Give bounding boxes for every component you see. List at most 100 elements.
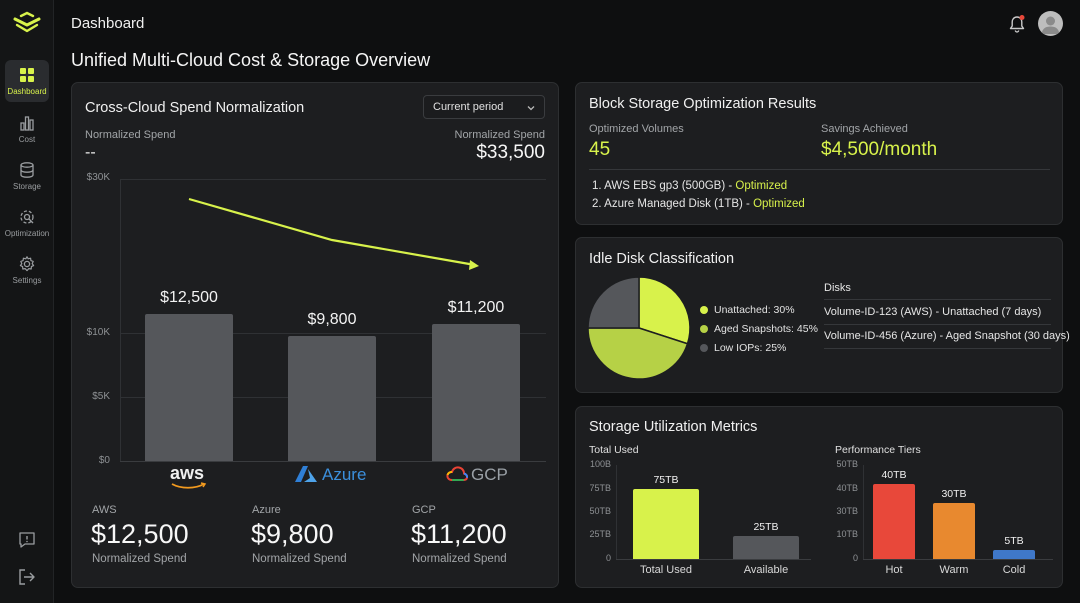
data-label: 5TB <box>1004 534 1024 547</box>
x-axis <box>863 559 1053 560</box>
avatar[interactable] <box>1038 11 1063 36</box>
azure-logo: Azure <box>294 465 366 485</box>
y-tick: 25TB <box>589 529 611 539</box>
data-label: 75TB <box>653 473 679 486</box>
optimized-volumes-label: Optimized Volumes <box>589 123 684 135</box>
y-tick: 0 <box>605 553 611 563</box>
gcp-cloud-icon <box>446 466 469 481</box>
storage-utilization-card: Storage Utilization Metrics Total Used 1… <box>575 406 1063 588</box>
sidebar-item-label: Storage <box>12 182 42 191</box>
spend-card: Cross-Cloud Spend Normalization Current … <box>71 82 559 588</box>
gcp-logo-text: GCP <box>471 465 508 484</box>
optimized-item: 2. Azure Managed Disk (1TB) - Optimized <box>592 198 805 210</box>
pie-slice <box>638 276 691 345</box>
spend-card-title: Cross-Cloud Spend Normalization <box>85 100 305 116</box>
legend-dot <box>700 306 708 315</box>
summary-gcp-sub: Normalized Spend <box>412 553 507 565</box>
user-icon <box>1041 16 1060 34</box>
optimized-item-status: Optimized <box>735 180 788 192</box>
optimization-icon <box>20 210 34 224</box>
normalized-spend-right-label: Normalized Spend <box>454 129 546 141</box>
divider <box>589 169 1050 170</box>
legend-dot <box>700 344 708 353</box>
optimized-item-status: Optimized <box>753 198 805 210</box>
grid-line <box>120 333 546 334</box>
y-tick: 40TB <box>836 483 858 493</box>
legend-item: Aged Snapshots: 45% <box>700 323 818 335</box>
sidebar-item-dashboard[interactable]: Dashboard <box>5 60 49 102</box>
sidebar-item-settings[interactable]: Settings <box>5 249 49 291</box>
disk-row[interactable]: Volume-ID-456 (Azure) - Aged Snapshot (3… <box>824 330 1070 342</box>
summary-aws-name: AWS <box>92 504 117 516</box>
grid-line <box>120 179 546 180</box>
summary-aws-sub: Normalized Spend <box>92 553 187 565</box>
sidebar-item-label: Optimization <box>4 229 50 238</box>
y-tick: 30TB <box>836 506 858 516</box>
y-tick: 0 <box>852 553 858 563</box>
sidebar-item-label: Dashboard <box>7 87 47 96</box>
bar-chart-icon <box>20 116 34 131</box>
pie-slice <box>587 276 640 329</box>
savings-label: Savings Achieved <box>821 123 908 135</box>
logout-icon[interactable] <box>17 567 37 587</box>
logo-icon <box>13 11 41 33</box>
summary-azure-value: $9,800 <box>251 519 334 549</box>
grid-icon <box>20 68 34 82</box>
aws-smile-icon <box>171 482 207 489</box>
optimized-item: 1. AWS EBS gp3 (500GB) - Optimized <box>592 180 787 192</box>
database-icon <box>20 162 34 178</box>
azure-icon <box>295 466 317 482</box>
divider <box>824 299 1051 300</box>
y-axis <box>863 465 864 559</box>
data-label-azure: $9,800 <box>307 310 357 328</box>
bar-total-used <box>633 488 699 559</box>
summary-gcp-value: $11,200 <box>411 519 507 549</box>
notification-bell-icon[interactable] <box>1008 14 1026 34</box>
spend-bar-chart: $30K $10K $5K $0 $12,500 $9,800 $11,200 <box>72 83 560 503</box>
data-label: 25TB <box>753 520 779 533</box>
x-label: Hot <box>885 564 903 576</box>
header-title: Dashboard <box>71 15 145 32</box>
summary-gcp-name: GCP <box>412 504 436 516</box>
trend-arrow-icon <box>469 260 479 270</box>
disks-header: Disks <box>824 282 851 294</box>
legend-label: Low IOPs: 25% <box>714 342 787 354</box>
y-tick: $0 <box>98 455 110 466</box>
period-dropdown[interactable]: Current period <box>423 95 545 119</box>
x-label: Warm <box>939 564 969 576</box>
sidebar-item-storage[interactable]: Storage <box>5 155 49 197</box>
y-tick: 75TB <box>589 483 611 493</box>
feedback-icon[interactable] <box>17 530 37 550</box>
sidebar-item-optimization[interactable]: Optimization <box>5 202 49 244</box>
y-tick: 50TB <box>589 506 611 516</box>
sidebar-item-cost[interactable]: Cost <box>5 108 49 150</box>
azure-logo-text: Azure <box>322 465 367 484</box>
y-tick: 100B <box>589 459 611 469</box>
data-label-gcp: $11,200 <box>447 298 505 316</box>
bar-hot <box>873 483 915 559</box>
x-label: Cold <box>1002 564 1026 576</box>
period-dropdown-value: Current period <box>433 101 504 113</box>
disk-row[interactable]: Volume-ID-123 (AWS) - Unattached (7 days… <box>824 306 1042 318</box>
legend-item: Unattached: 30% <box>700 304 795 316</box>
page-title: Unified Multi-Cloud Cost & Storage Overv… <box>71 50 431 70</box>
optimized-item-text: 2. Azure Managed Disk (1TB) - <box>592 198 754 210</box>
idle-disk-pie-chart <box>587 276 691 380</box>
idle-disk-card: Idle Disk Classification Unattached: 30%… <box>575 237 1070 393</box>
y-tick: 10TB <box>836 529 858 539</box>
summary-azure-name: Azure <box>252 504 281 516</box>
y-tick: $5K <box>92 391 110 402</box>
optimized-item-text: 1. AWS EBS gp3 (500GB) - <box>592 180 736 192</box>
savings-value: $4,500/month <box>821 139 938 160</box>
performance-tiers-chart-title: Performance Tiers <box>835 444 921 456</box>
bar-aws <box>145 313 233 461</box>
optimized-volumes-value: 45 <box>589 139 611 160</box>
chevron-down-icon <box>527 106 535 111</box>
x-axis <box>616 559 811 560</box>
legend-label: Unattached: 30% <box>714 304 795 316</box>
storage-utilization-title: Storage Utilization Metrics <box>589 419 758 435</box>
pie-slice <box>587 327 689 380</box>
divider <box>824 348 1051 349</box>
total-used-bar-chart: 100B 75TB 50TB 25TB 0 75TB 25TB Total Us… <box>576 407 820 589</box>
data-label-aws: $12,500 <box>160 288 218 306</box>
